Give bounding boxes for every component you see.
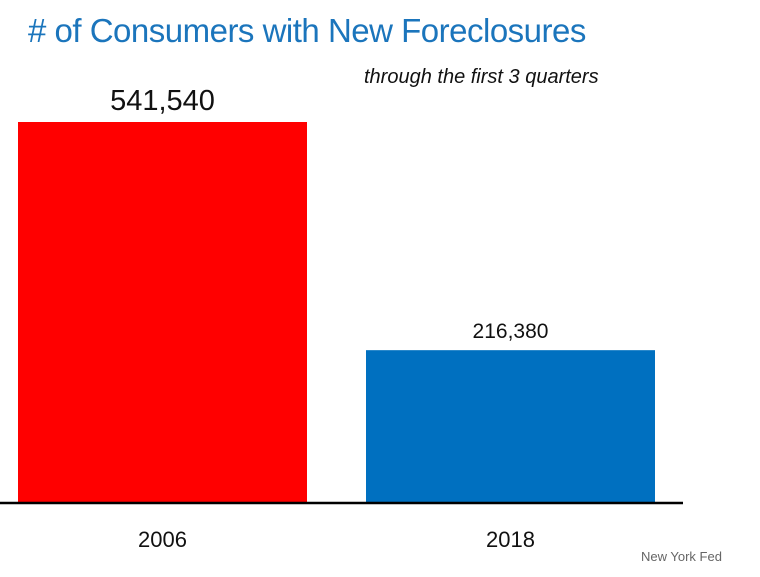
- bar-2006: [18, 122, 307, 502]
- data-label-2018: 216,380: [473, 320, 549, 343]
- chart-subtitle: through the first 3 quarters: [364, 66, 599, 88]
- bar-2018: [366, 350, 655, 502]
- chart-title: # of Consumers with New Foreclosures: [28, 12, 586, 49]
- data-label-2006: 541,540: [110, 85, 215, 117]
- source-note: New York Fed: [641, 549, 722, 564]
- x-tick-label-2006: 2006: [138, 527, 187, 552]
- x-tick-label-2018: 2018: [486, 527, 535, 552]
